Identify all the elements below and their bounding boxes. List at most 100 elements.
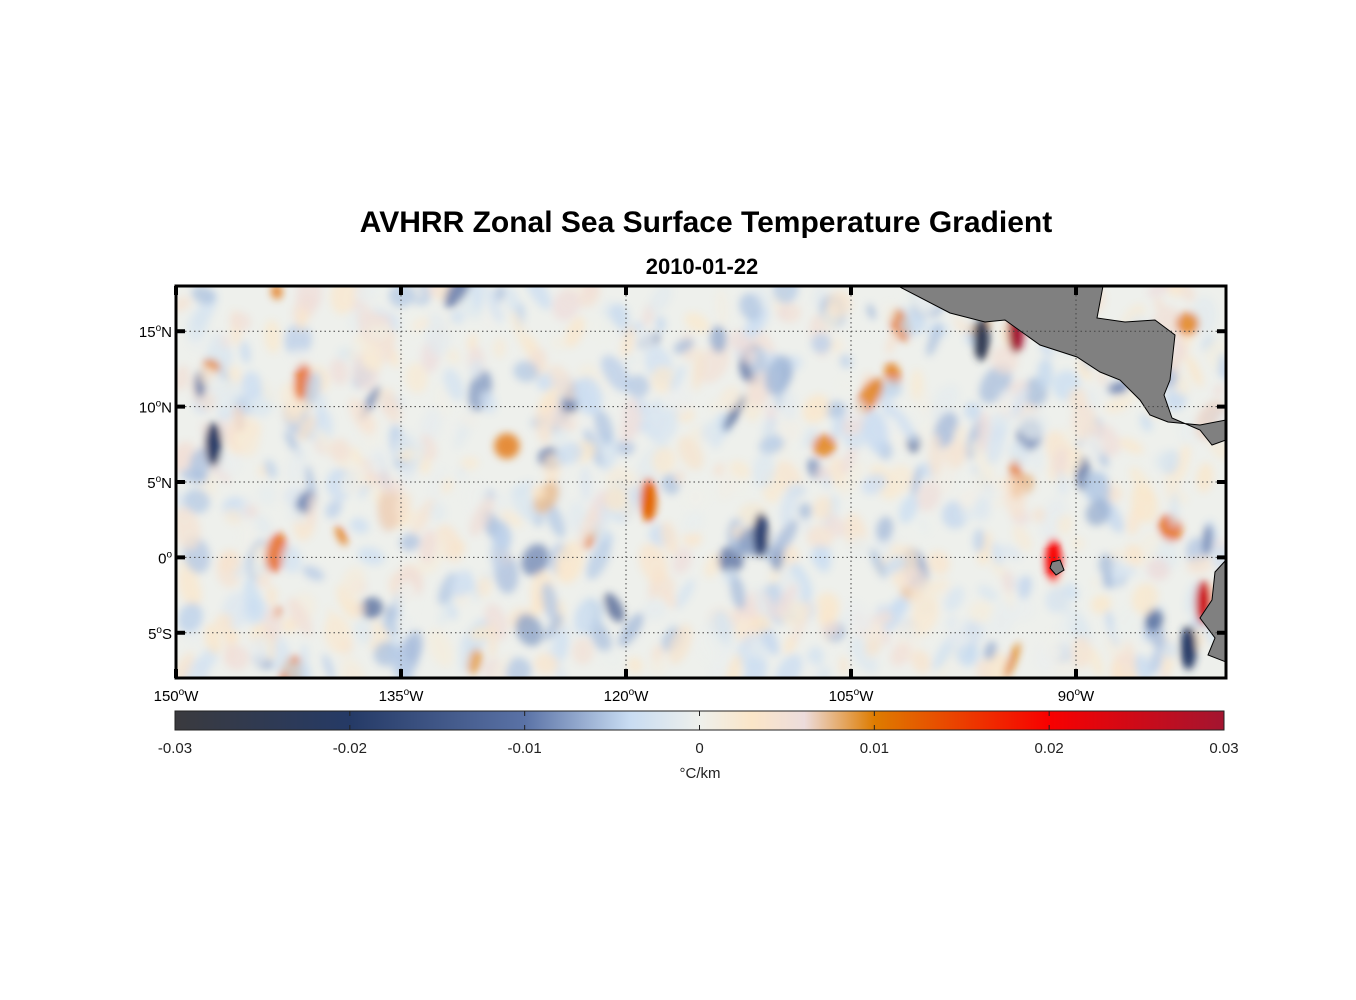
y-tick-label: 0o — [158, 549, 172, 567]
field-cell — [824, 401, 847, 418]
field-cell — [467, 648, 483, 675]
field-cell — [340, 664, 365, 678]
field-cell — [1186, 556, 1213, 575]
field-cell — [241, 371, 263, 400]
field-cell — [391, 479, 404, 495]
field-cell — [652, 446, 676, 475]
field-cell — [622, 398, 642, 438]
field-cell — [340, 463, 367, 496]
field-cell — [720, 386, 742, 410]
field-cell — [377, 487, 401, 532]
field-cell — [282, 404, 303, 424]
field-cell — [462, 580, 477, 593]
field-cell — [409, 439, 426, 469]
colorbar-tick-label: 0.02 — [1034, 740, 1064, 757]
field-cell — [677, 436, 704, 471]
galapagos-land — [1049, 559, 1065, 576]
field-cell — [469, 359, 483, 379]
chart-title: AVHRR Zonal Sea Surface Temperature Grad… — [359, 206, 1053, 239]
field-cell — [206, 375, 226, 397]
field-cell — [1098, 553, 1114, 577]
field-cell — [284, 324, 312, 357]
field-cell — [328, 438, 351, 462]
field-cell — [642, 599, 667, 621]
field-cell — [524, 286, 552, 310]
field-cell — [567, 411, 579, 424]
field-cell — [890, 642, 912, 667]
field-cell — [615, 439, 635, 456]
field-cell — [354, 602, 365, 616]
field-cell — [549, 364, 577, 401]
field-cell — [907, 513, 934, 537]
colorbar-tick-label: 0 — [695, 740, 704, 757]
field-cell — [271, 286, 283, 300]
field-cell — [399, 533, 421, 552]
field-cell — [944, 586, 965, 612]
field-cell — [660, 406, 678, 440]
field-cell — [1202, 524, 1214, 556]
field-cell — [729, 460, 751, 479]
field-cell — [779, 484, 799, 527]
field-cell — [488, 621, 497, 660]
field-cell — [330, 286, 356, 315]
field-cell — [480, 390, 497, 414]
colorbar-tick-label: -0.01 — [507, 740, 542, 757]
field-cell — [230, 311, 252, 331]
field-cell — [877, 610, 894, 624]
field-cell — [427, 629, 454, 668]
field-cell — [1118, 437, 1144, 455]
field-cell — [839, 655, 848, 677]
field-cell — [884, 379, 902, 398]
field-cell — [354, 286, 380, 304]
field-cell — [876, 516, 894, 542]
field-cell — [476, 576, 492, 598]
field-cell — [530, 485, 546, 499]
x-tick-label: 90oW — [1058, 687, 1095, 705]
field-cell — [885, 464, 914, 495]
field-cell — [806, 524, 834, 549]
field-cell — [626, 374, 650, 398]
field-cell — [627, 656, 643, 674]
field-cell — [977, 584, 999, 602]
field-cell — [543, 614, 563, 641]
field-cell — [883, 555, 906, 575]
field-cell — [776, 418, 802, 443]
field-cell — [424, 313, 450, 357]
field-cell — [1140, 413, 1153, 432]
field-cell — [772, 519, 798, 557]
colorbar-tick-label: -0.03 — [157, 740, 193, 757]
field-cell — [266, 586, 278, 607]
field-cell — [1042, 628, 1069, 662]
field-cell — [812, 496, 833, 520]
field-cell — [749, 615, 771, 633]
field-cell — [975, 452, 992, 492]
field-cell — [632, 328, 655, 354]
gradient-feature — [640, 478, 657, 523]
field-cell — [990, 541, 1004, 566]
field-cell — [807, 646, 824, 667]
field-cell — [655, 315, 666, 333]
field-cell — [683, 530, 702, 547]
field-cell — [911, 465, 922, 496]
field-cell — [357, 547, 385, 565]
field-cell — [1185, 354, 1204, 388]
field-cell — [599, 649, 623, 669]
field-cell — [304, 371, 322, 406]
field-cell — [176, 506, 201, 550]
field-cell — [674, 470, 685, 485]
field-cell — [692, 347, 704, 392]
field-cell — [494, 433, 520, 459]
field-cell — [976, 659, 991, 678]
field-cell — [708, 644, 733, 678]
field-cell — [224, 645, 250, 671]
field-cell — [534, 653, 559, 675]
field-cell — [369, 446, 390, 475]
field-cell — [709, 399, 723, 413]
field-cell — [973, 528, 985, 553]
field-cell — [335, 525, 348, 546]
field-cell — [513, 361, 539, 383]
field-cell — [715, 288, 729, 328]
field-cell — [864, 621, 883, 660]
field-cell — [1068, 387, 1088, 409]
field-cell — [1071, 401, 1097, 443]
